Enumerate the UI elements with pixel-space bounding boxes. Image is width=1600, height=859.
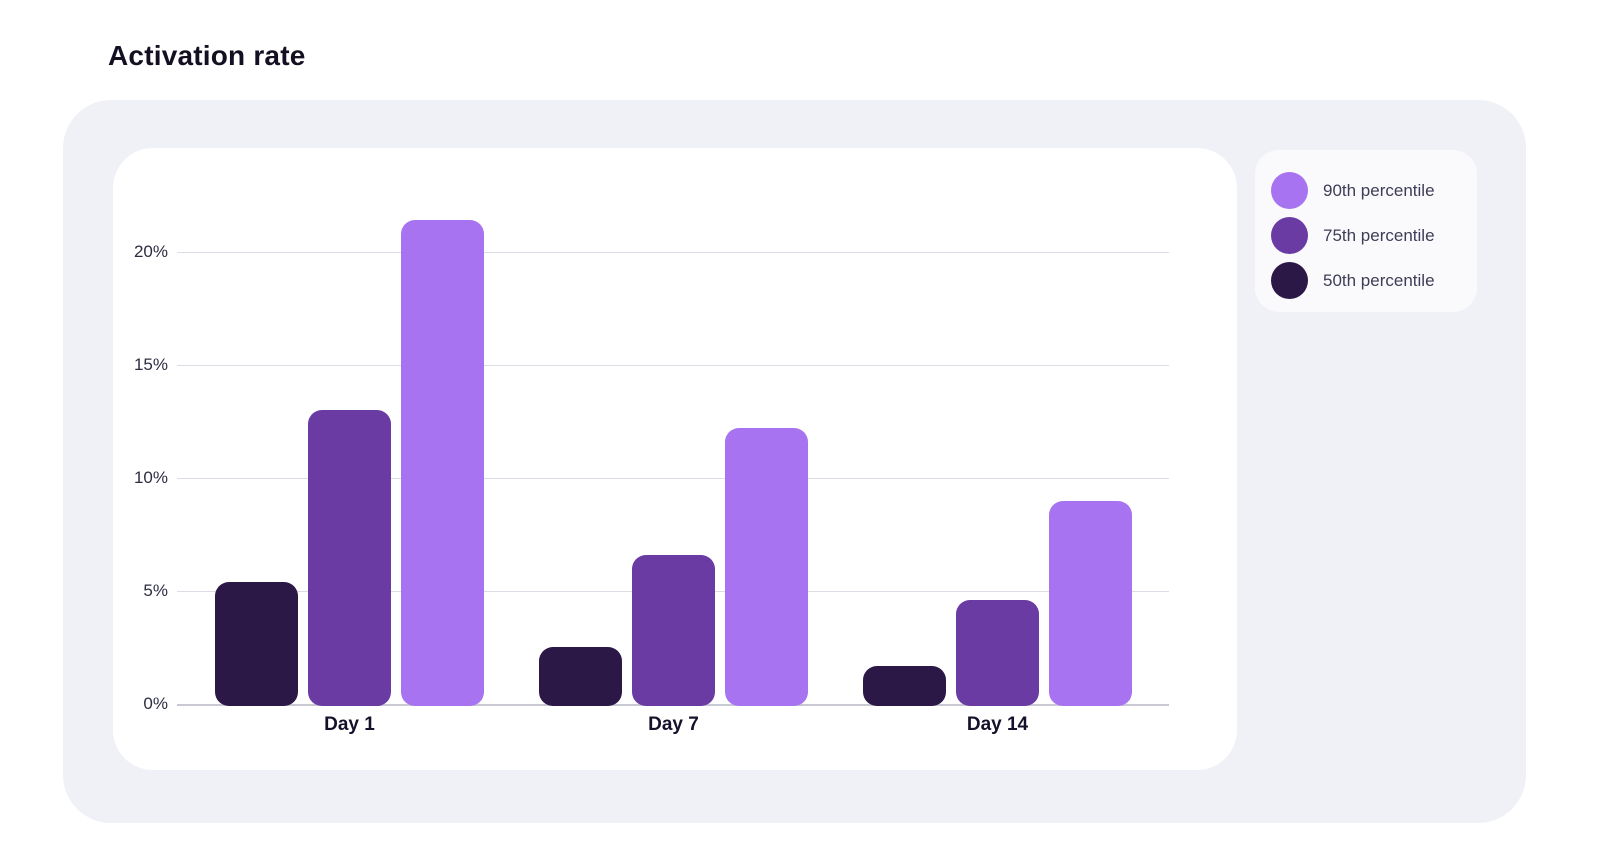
bar-day-7-50th-percentile [539, 647, 622, 706]
bar-day-14-90th-percentile [1049, 501, 1132, 706]
legend: 90th percentile 75th percentile 50th perce… [1255, 150, 1477, 312]
y-tick-label-5: 5% [143, 581, 168, 600]
x-category-label-day-1: Day 1 [324, 714, 375, 735]
chart-panel: 0% 5% 10% 15% 20% Day 1 Day 7 Day 14 90th perce… [63, 100, 1526, 823]
plot-area: 0% 5% 10% 15% 20% Day 1 Day 7 Day 14 [113, 148, 1237, 770]
y-tick-label-15: 15% [133, 355, 168, 374]
bar-day-1-50th-percentile [215, 582, 298, 706]
legend-item-90th-percentile: 90th percentile [1271, 168, 1477, 213]
page-title: Activation rate [108, 40, 306, 71]
bar-day-7-90th-percentile [725, 428, 808, 706]
chart-card: 0% 5% 10% 15% 20% Day 1 Day 7 Day 14 [113, 148, 1237, 770]
x-category-label-day-14: Day 14 [966, 714, 1029, 735]
y-gridline-10 [177, 478, 1169, 479]
y-gridline-15 [177, 365, 1169, 366]
y-tick-label-0: 0% [143, 694, 168, 713]
legend-item-label: 90th percentile [1323, 180, 1435, 200]
legend-swatch-icon [1271, 172, 1308, 209]
legend-item-label: 75th percentile [1323, 225, 1435, 245]
bar-day-1-90th-percentile [401, 220, 484, 706]
x-category-label-day-7: Day 7 [648, 714, 699, 735]
legend-item-75th-percentile: 75th percentile [1271, 213, 1477, 258]
legend-swatch-icon [1271, 217, 1308, 254]
bar-day-7-75th-percentile [632, 555, 715, 706]
y-gridline-20 [177, 252, 1169, 253]
legend-item-50th-percentile: 50th percentile [1271, 258, 1477, 303]
bar-day-14-50th-percentile [863, 666, 946, 706]
legend-swatch-icon [1271, 262, 1308, 299]
bar-day-1-75th-percentile [308, 410, 391, 706]
bar-day-14-75th-percentile [956, 600, 1039, 706]
y-tick-label-10: 10% [133, 468, 168, 487]
y-tick-label-20: 20% [133, 242, 168, 261]
legend-item-label: 50th percentile [1323, 270, 1435, 290]
